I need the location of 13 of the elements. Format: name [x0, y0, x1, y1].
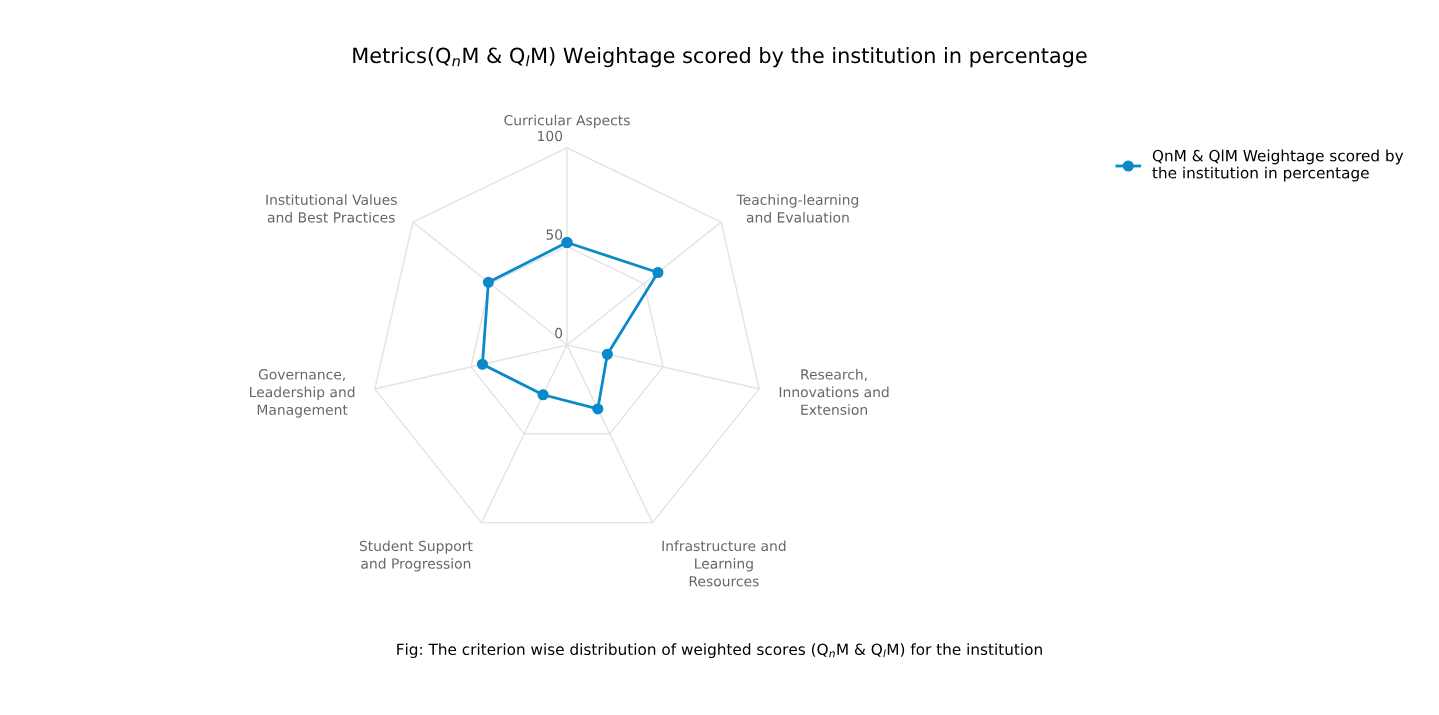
text: Fig: The criterion wise distribution of weighted scores (Q$_{n}$M & Q$_{l}$M) for the institution	[397, 643, 1042, 659]
spoke-label: Infrastructure and Learning Resources	[662, 540, 786, 587]
spoke-label: Institutional Values and Best Practices	[266, 194, 397, 223]
y-tick-label: 50	[546, 229, 563, 240]
y-tick-label: 100	[538, 130, 563, 142]
spoke-label: Governance, Leadership and Management	[250, 369, 355, 418]
spoke-label: Student Support and Progression	[359, 540, 473, 572]
y-tick-label: 0	[555, 327, 563, 339]
spoke-label: Curricular Aspects	[504, 114, 630, 129]
legend-label: QnM & QlM Weightage scored by the institution in percentage	[1152, 149, 1404, 182]
chart-title: Metrics(Q$_{n}$M & Q$_{l}$M) Weightage scored by the institution in percentage	[353, 47, 1087, 68]
spoke-label: Teaching-learning and Evaluation	[736, 194, 859, 223]
spoke-label: Research, Innovations and Extension	[779, 368, 889, 415]
